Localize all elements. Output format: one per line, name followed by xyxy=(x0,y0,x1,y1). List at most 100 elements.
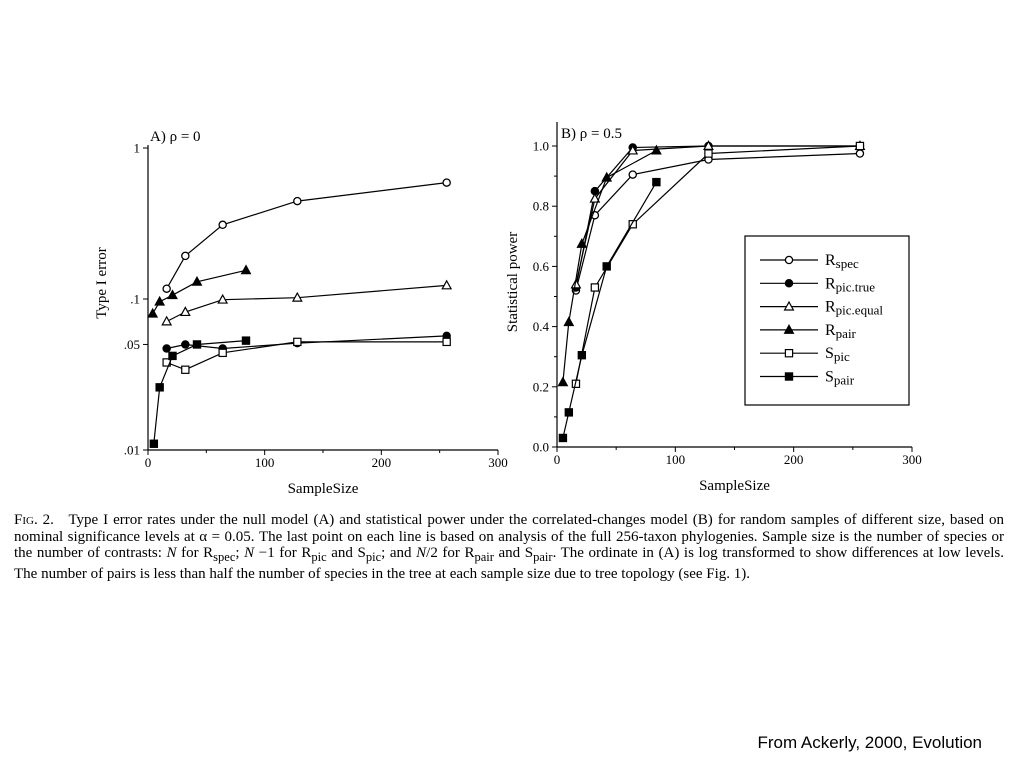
data-point-rpicequal xyxy=(627,144,639,155)
legend-label-sub: pair xyxy=(836,326,857,341)
legend-item-spic: Spic xyxy=(760,345,850,364)
legend-item-spair: Spair xyxy=(760,369,855,388)
data-point-rspec xyxy=(293,196,302,206)
legend-label-base: R xyxy=(825,322,836,339)
series-rpair xyxy=(557,144,662,387)
legend-label: Rspec xyxy=(825,252,859,271)
x-tick-label: 200 xyxy=(372,455,392,470)
caption-text-1: Type I error rates under the null model … xyxy=(14,512,1004,562)
data-point-spic xyxy=(628,220,637,229)
data-point-rpicequal xyxy=(589,192,601,203)
source-credit: From Ackerly, 2000, Evolution xyxy=(757,733,982,752)
data-point-rpicequal xyxy=(161,315,173,326)
y-axis-label: Statistical power xyxy=(505,232,521,332)
data-point-rpictrue xyxy=(181,340,190,349)
series-rpicequal xyxy=(161,279,453,326)
legend-label-sub: pic.equal xyxy=(836,303,884,318)
legend-label-base: R xyxy=(825,252,836,269)
data-point-spic xyxy=(218,348,227,358)
x-tick-label: 300 xyxy=(902,452,922,467)
series-spic xyxy=(162,337,451,374)
data-point-rspec xyxy=(442,178,451,187)
chart-title: B) ρ = 0.5 xyxy=(561,126,622,142)
legend-marker-rspec xyxy=(784,255,794,265)
legend-label-base: S xyxy=(825,345,834,362)
figure-caption: Fig. 2. Type I error rates under the nul… xyxy=(14,512,1004,582)
figure-charts: 0 100 200 300 .01 .05 .1 1 A) ρ = 0 SampleSize Typ… xyxy=(94,122,922,497)
legend-label-base: R xyxy=(825,299,836,316)
caption-sub-pic-2: pic xyxy=(365,550,382,565)
data-point-spic xyxy=(704,149,713,158)
data-point-rspec xyxy=(181,251,190,261)
legend-item-rpicequal: Rpic.equal xyxy=(760,299,883,318)
caption-text-6: ; and xyxy=(381,545,417,562)
legend-label-base: S xyxy=(825,369,834,386)
caption-sub-pic: pic xyxy=(311,550,327,565)
x-axis-label: SampleSize xyxy=(699,478,770,494)
data-point-rpicequal xyxy=(441,279,453,290)
data-point-spair xyxy=(241,336,251,345)
legend-item-rpair: Rpair xyxy=(760,322,857,341)
data-point-spic xyxy=(590,283,600,292)
y-tick-label: .05 xyxy=(124,337,140,352)
series-line-rspec xyxy=(166,182,447,289)
data-point-rpicequal xyxy=(570,278,582,289)
x-tick-label: 0 xyxy=(145,455,152,470)
y-tick-label: .01 xyxy=(124,443,140,458)
data-point-rpicequal xyxy=(179,306,191,317)
data-point-spic xyxy=(181,365,190,374)
y-tick-label: 1.0 xyxy=(533,139,549,154)
y-tick-label: 1 xyxy=(134,141,141,156)
x-tick-label: 200 xyxy=(784,452,804,467)
data-point-rpicequal xyxy=(217,293,229,304)
y-tick-label: 0.6 xyxy=(533,259,550,274)
x-axis-label: SampleSize xyxy=(288,481,359,497)
data-point-spair xyxy=(168,351,177,361)
series-spair xyxy=(149,336,251,448)
series-line-rpicequal xyxy=(166,284,447,323)
legend-label: Spair xyxy=(825,369,855,388)
data-point-spair xyxy=(577,350,587,360)
caption-text-8: and S xyxy=(493,545,534,562)
y-axis-label: Type I error xyxy=(94,247,110,318)
panel-b: 0 100 200 300 0.0 0.2 0.4 0.6 0.8 1.0 B) ρ = 0.5 Sa… xyxy=(505,122,922,494)
caption-text-2: for R xyxy=(176,545,214,562)
data-point-rpair xyxy=(650,144,662,155)
y-tick-label: 0.2 xyxy=(533,379,549,394)
data-point-spic xyxy=(442,337,451,347)
legend-marker-rpicequal xyxy=(783,300,795,311)
caption-text-9: . The ordinate in (A) is log transformed… xyxy=(14,545,1005,582)
data-point-spair xyxy=(564,408,574,417)
x-tick-label: 0 xyxy=(554,452,561,467)
caption-sub-pair-2: pair xyxy=(533,550,553,565)
caption-fig-label: Fig. 2. xyxy=(14,512,54,528)
series-rpair xyxy=(147,264,252,318)
series-rspec xyxy=(162,178,451,293)
data-point-rpair xyxy=(191,275,203,286)
data-point-rspec xyxy=(218,220,227,230)
caption-text-5: and S xyxy=(326,545,366,562)
series-line-spic xyxy=(166,341,447,371)
data-point-rpair xyxy=(557,376,569,387)
caption-n-label-3: N xyxy=(416,545,427,562)
data-point-spic xyxy=(293,337,302,347)
legend-label-base: R xyxy=(825,275,836,292)
data-point-spair xyxy=(558,433,568,443)
data-point-spair xyxy=(602,262,611,271)
data-point-rpair xyxy=(167,289,178,300)
data-point-rspec xyxy=(628,170,637,179)
caption-sub-spec: spec xyxy=(213,550,236,565)
x-tick-label: 300 xyxy=(488,455,508,470)
y-tick-label: 0.0 xyxy=(533,440,549,455)
data-point-rpair xyxy=(576,237,588,248)
caption-text-4: −1 for R xyxy=(254,545,312,562)
x-tick-label: 100 xyxy=(255,455,275,470)
legend-label: Rpic.equal xyxy=(825,299,883,318)
caption-n-label-2: N xyxy=(244,545,255,562)
data-point-spair xyxy=(155,383,164,392)
data-point-rspec xyxy=(162,284,171,293)
legend-item-rpictrue: Rpic.true xyxy=(760,275,875,294)
legend-label-sub: spec xyxy=(836,256,859,271)
caption-text-7: /2 for R xyxy=(426,545,475,562)
